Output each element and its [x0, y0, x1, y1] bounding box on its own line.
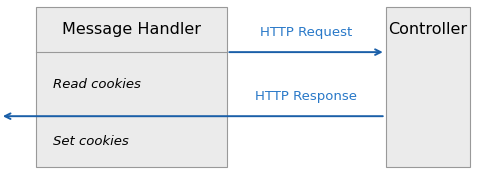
Text: Set cookies: Set cookies	[53, 135, 129, 148]
Text: Controller: Controller	[388, 22, 468, 37]
Bar	[36, 7, 227, 167]
Bar	[386, 7, 470, 167]
Text: Message Handler: Message Handler	[62, 22, 201, 37]
Text: HTTP Response: HTTP Response	[255, 90, 357, 103]
Text: HTTP Request: HTTP Request	[260, 26, 352, 39]
Text: Read cookies: Read cookies	[53, 78, 141, 91]
